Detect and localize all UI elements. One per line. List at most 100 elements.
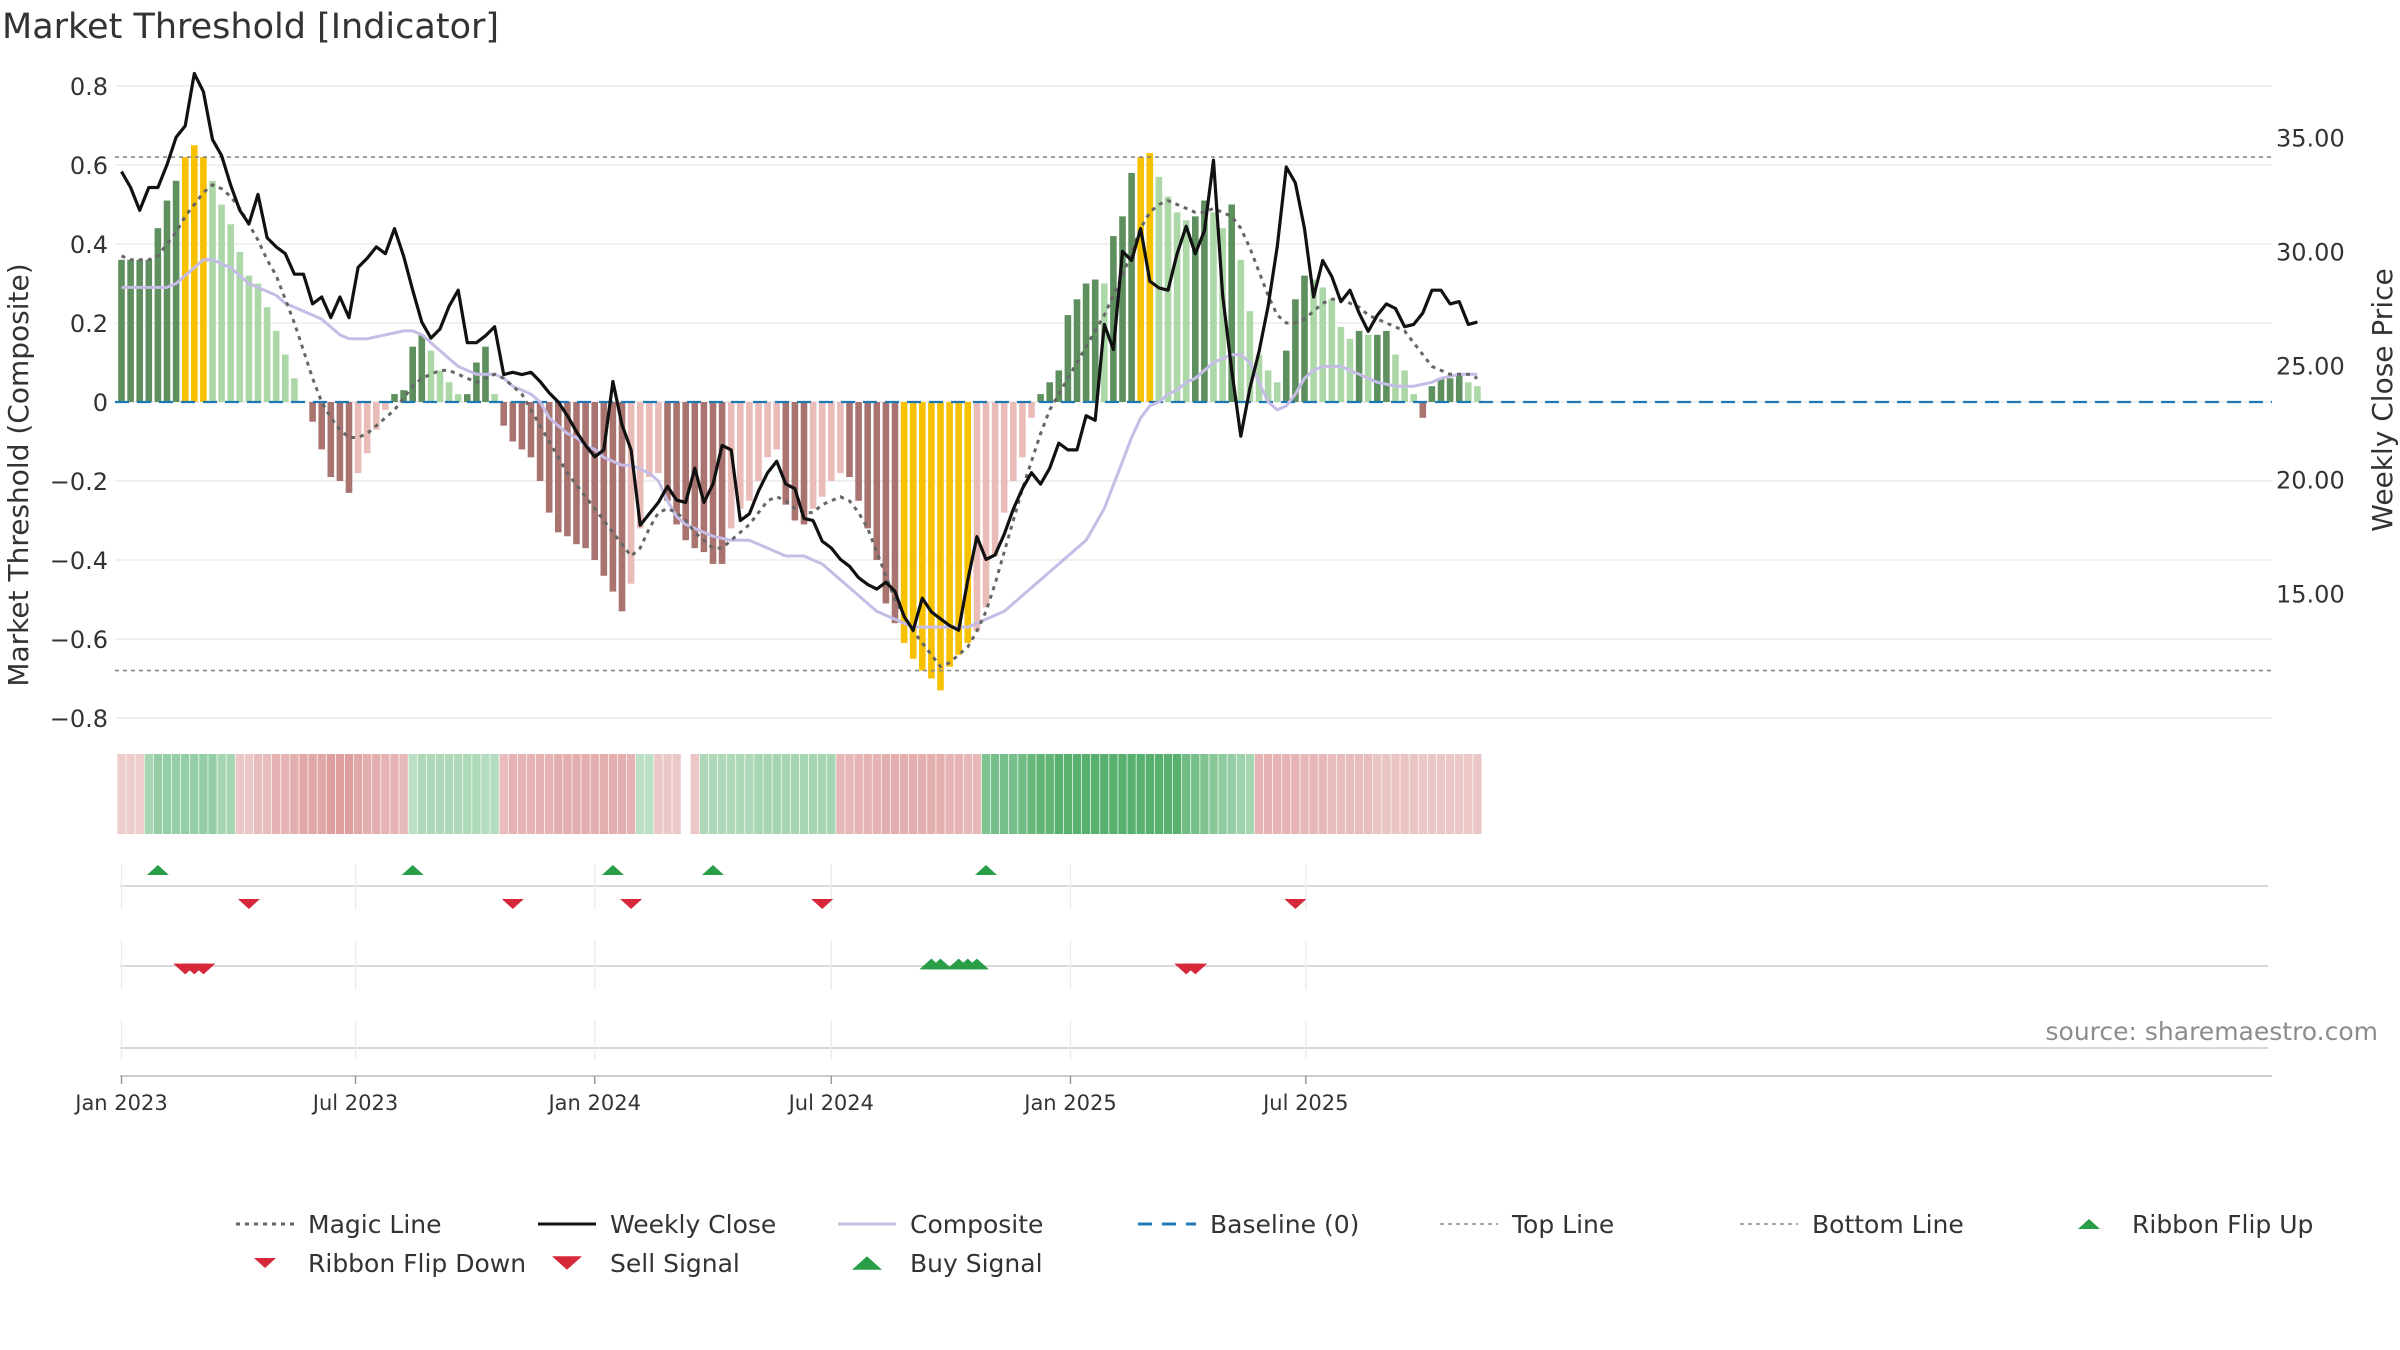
ribbon-cell	[754, 754, 763, 834]
ribbon-cell	[1318, 754, 1327, 834]
histogram-bar	[263, 307, 271, 402]
histogram-bar	[564, 402, 571, 537]
histogram-bar	[200, 157, 207, 402]
histogram-bar	[1064, 315, 1072, 402]
histogram-bar	[928, 402, 935, 679]
histogram-bar	[209, 180, 216, 402]
series-lines	[120, 71, 1479, 669]
histogram-bar	[755, 402, 762, 481]
ribbon-cell	[454, 754, 463, 834]
ribbon-cell	[790, 754, 800, 834]
histogram-bar	[1374, 334, 1381, 402]
histogram-bar	[1301, 275, 1308, 402]
ribbon-cell	[1391, 754, 1400, 834]
sell-signal-marker	[1183, 963, 1208, 975]
ribbon-cell	[135, 754, 144, 834]
histogram-bar	[373, 402, 380, 430]
legend-label: Sell Signal	[610, 1249, 740, 1278]
ribbon-cell	[727, 754, 736, 834]
histogram-bar	[691, 402, 699, 549]
ribbon-cell	[1254, 754, 1264, 834]
histogram-bar	[172, 180, 180, 402]
ribbon-cell	[617, 754, 627, 834]
ribbon-cell	[872, 754, 881, 834]
ribbon-cell	[1364, 754, 1373, 834]
ribbon-cell	[171, 754, 181, 834]
ribbon-cell	[517, 754, 527, 834]
legend-swatch-triangle-up	[2078, 1219, 2100, 1229]
histogram-bar	[309, 402, 316, 422]
x-tick-label: Jul 2024	[787, 1091, 874, 1115]
ribbon-cell	[890, 754, 900, 834]
histogram-bar	[1019, 402, 1026, 458]
ribbon-cell	[508, 754, 517, 834]
y-tick-label-left: 0.4	[70, 231, 108, 259]
ribbon-flip-down-marker	[811, 899, 834, 909]
histogram-bar	[864, 402, 871, 529]
ribbon-cell	[599, 754, 608, 834]
histogram-bar	[354, 402, 362, 474]
ribbon-cell	[990, 754, 1000, 834]
histogram-bar	[500, 402, 507, 426]
ribbon-cell	[827, 754, 836, 834]
reference-lines	[115, 156, 2272, 672]
histogram-bar	[636, 402, 644, 529]
ribbon-flip-up-marker	[146, 865, 169, 875]
ribbon-strip	[117, 754, 1482, 834]
ribbon-cell	[672, 754, 681, 834]
ribbon-cell	[272, 754, 281, 834]
histogram-bar	[363, 402, 371, 454]
ribbon-cell	[909, 754, 918, 834]
histogram-bar	[1319, 287, 1326, 402]
y-tick-label-left: 0.8	[70, 73, 108, 101]
ribbon-cell	[745, 754, 754, 834]
y-axis-right-label: Weekly Close Price	[2366, 268, 2399, 531]
ribbon-cell	[554, 754, 563, 834]
legend-swatch-triangle-up	[852, 1256, 882, 1270]
histogram-bar	[163, 200, 171, 402]
ribbon-cell	[1455, 754, 1464, 834]
x-tick-label: Jan 2024	[546, 1091, 641, 1115]
ribbon-cell	[526, 754, 536, 834]
ribbon-cell	[763, 754, 772, 834]
ribbon-cell	[663, 754, 672, 834]
histogram-bar	[1219, 228, 1226, 402]
histogram-bar	[682, 402, 689, 541]
histogram-bar	[900, 402, 908, 643]
ribbon-cell	[408, 754, 417, 834]
ribbon-cell	[426, 754, 436, 834]
histogram-bar	[1055, 370, 1063, 402]
ribbon-cell	[281, 754, 290, 834]
ribbon-cell	[881, 754, 891, 834]
histogram-bar	[1119, 216, 1126, 402]
magic-line	[120, 183, 1479, 669]
ribbon-cell	[1218, 754, 1227, 834]
ribbon-cell	[708, 754, 718, 834]
x-tick-label: Jan 2023	[73, 1091, 168, 1115]
ribbon-cell	[1063, 754, 1073, 834]
ribbon-cell	[1427, 754, 1437, 834]
ribbon-cell	[1263, 754, 1273, 834]
ribbon-cell	[481, 754, 490, 834]
ribbon-flip-down-marker	[501, 899, 524, 909]
ribbon-cell	[490, 754, 499, 834]
ribbon-cell	[1136, 754, 1145, 834]
ribbon-cell	[190, 754, 199, 834]
ribbon-flip-up-marker	[702, 865, 724, 875]
histogram-bar	[400, 390, 407, 402]
histogram-bar	[1182, 220, 1190, 402]
ribbon-flip-up-marker	[401, 865, 424, 875]
ribbon-cell	[390, 754, 399, 834]
ribbon-cell	[253, 754, 263, 834]
histogram-bar	[1310, 279, 1317, 402]
histogram-bar	[1228, 204, 1235, 402]
source-label: source: sharemaestro.com	[2046, 1017, 2379, 1046]
y-tick-label-right: 20.00	[2276, 467, 2345, 495]
ribbon-cell	[444, 754, 454, 834]
histogram-bar	[118, 259, 125, 402]
histogram-bar	[582, 402, 589, 549]
ribbon-flip-up-marker	[975, 865, 997, 875]
y-axis-left-label: Market Threshold (Composite)	[2, 263, 35, 686]
histogram-bar	[1128, 172, 1135, 402]
histogram-bar	[272, 330, 280, 402]
